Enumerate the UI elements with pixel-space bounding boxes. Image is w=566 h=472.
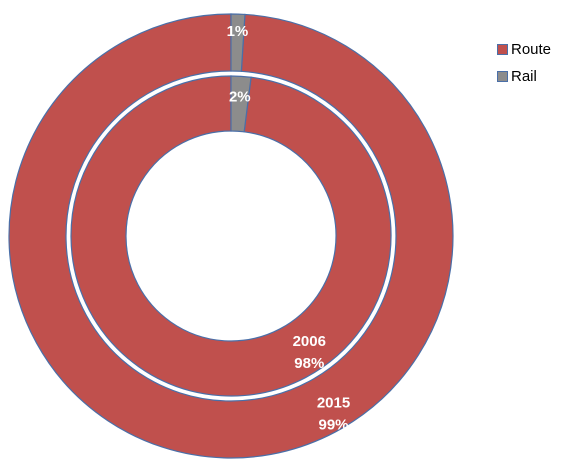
outer-ring-slice-rail (230, 13, 246, 72)
outer-ring-label-route: 2015 99% (317, 395, 350, 434)
inner-ring-slice-rail (230, 75, 252, 133)
legend-swatch-route (497, 43, 508, 55)
outer-ring-label-rail: 1% (227, 23, 249, 40)
legend-label-route: Route (511, 40, 552, 58)
outer-ring-slice-route (8, 13, 454, 459)
legend: Route Rail (497, 38, 551, 92)
inner-ring-label-rail: 2% (229, 88, 251, 105)
inner-ring-label-route: 2006 98% (293, 333, 326, 372)
legend-swatch-rail (497, 70, 508, 82)
legend-item-route: Route (497, 38, 551, 60)
legend-label-rail: Rail (511, 67, 537, 85)
legend-item-rail: Rail (497, 65, 551, 87)
inner-ring-slice-route (70, 75, 392, 397)
